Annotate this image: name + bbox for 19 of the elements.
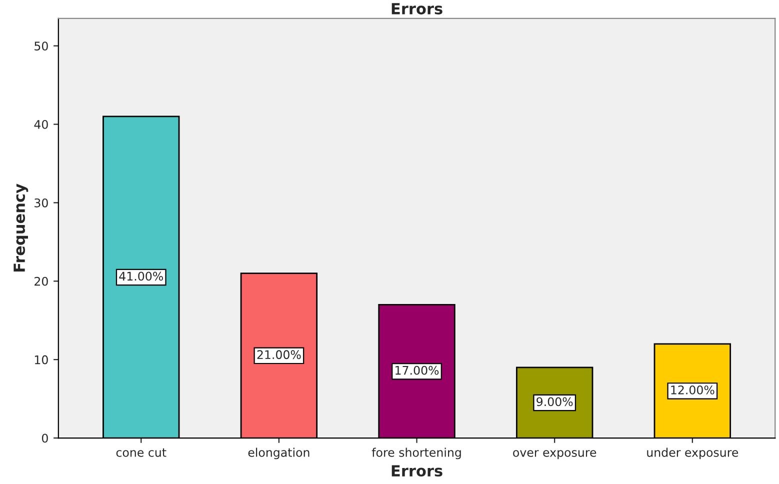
x-tick-label: elongation: [248, 448, 310, 460]
y-tick-label: 10: [34, 355, 48, 364]
y-tick-label: 0: [42, 434, 48, 443]
data-label: 17.00%: [396, 366, 439, 375]
x-tick-label: over exposure: [513, 450, 596, 460]
data-label: 12.00%: [671, 385, 714, 394]
y-tick-label: 50: [34, 42, 48, 50]
y-tick-label: 40: [34, 120, 48, 129]
x-tick-label: cone cut: [116, 448, 166, 457]
y-tick-label: 20: [34, 276, 48, 286]
y-axis-title: Frequency: [14, 184, 28, 272]
data-label: 21.00%: [257, 350, 301, 360]
chart-title: Errors: [392, 3, 442, 14]
data-label: 9.00%: [536, 397, 573, 406]
x-axis-title: Errors: [392, 465, 442, 477]
x-tick-label: under exposure: [647, 448, 738, 460]
y-tick-label: 30: [34, 198, 48, 208]
data-label: 41.00%: [119, 272, 163, 281]
x-tick-label: fore shortening: [372, 448, 461, 460]
